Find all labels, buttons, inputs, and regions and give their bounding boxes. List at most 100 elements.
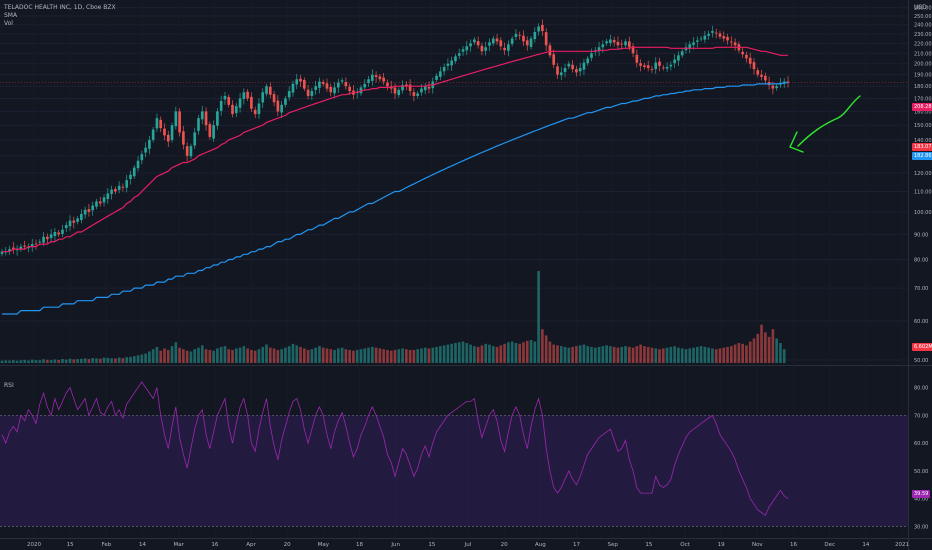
volume-bar [329,349,333,363]
candle-body [529,38,533,47]
volume-bar [30,359,34,363]
volume-bar [405,349,408,363]
price-tick-label: 90.00 [914,232,928,238]
candle-body [450,60,454,66]
volume-bar [321,347,325,363]
time-axis[interactable]: 2020 15 Feb 14 Mar 16 Apr 20 May 18 Jun 15 Jul 20 Aug 1… [27,542,909,548]
volume-bar [556,345,559,363]
candle-body [57,232,61,235]
volume-bar [27,360,30,363]
volume-bar [159,350,163,363]
candle-body [310,91,314,96]
volume-bar [450,343,454,363]
time-tick-label: 16 [790,542,797,548]
volume-bar [76,359,79,363]
volume-bar [408,349,412,363]
volume-bar [559,346,563,363]
price-tick-label: 200.00 [914,62,932,68]
volume-bar [189,351,193,363]
volume-bar [427,348,431,363]
volume-bar [34,360,38,363]
price-tick-label: 240.00 [914,23,932,29]
candle-body [514,33,518,37]
candle-body [510,38,514,44]
time-tick-label: 2020 [27,542,41,548]
volume-bar [726,346,729,363]
candle-body [325,83,329,89]
volume-bar [699,346,703,363]
candle-body [46,236,49,240]
volume-bar [57,359,61,363]
volume-bar [42,359,45,363]
candle-body [711,31,714,33]
candle-body [393,87,397,94]
volume-bar [344,349,348,363]
volume-bar [170,346,174,363]
candle-body [200,111,204,120]
volume-bar [227,349,231,363]
candle-body [552,54,556,65]
candle-body [677,55,680,61]
candle-body [155,118,159,129]
price-tick-label: 180.00 [914,84,932,90]
price-axis[interactable]: 260.00 250.00 240.00 230.00 220.00 210.00 200.… [914,6,932,531]
candle-body [268,86,272,95]
candle-body [465,46,469,51]
candle-body [336,82,340,88]
price-tick-label: 100.00 [914,210,932,216]
candle-body [469,43,472,47]
candle-body [234,106,238,114]
candle-body [106,193,110,200]
vol-indicator-label[interactable]: Vol [4,20,13,27]
volume-bar [771,329,775,363]
candle-body [238,98,242,108]
volume-bar [336,348,340,363]
volume-bar [250,349,253,363]
rsi-indicator-label[interactable]: RSI [4,382,14,389]
candle-body [193,132,197,146]
candle-body [665,66,669,69]
volume-bar [185,350,189,363]
candle-body [548,45,552,56]
volume-bar [593,347,597,363]
symbol-title[interactable]: TELADOC HEALTH INC, 1D, Cboe BZX [4,4,116,11]
volume-bar [204,349,208,363]
candle-body [616,41,620,46]
candle-body [544,32,548,46]
candle-body [163,128,166,136]
volume-bar [333,349,336,363]
candle-body [416,93,419,96]
volume-bar [182,349,185,363]
volume-bar [688,348,692,363]
candle-body [129,174,132,180]
volume-bar [510,341,514,363]
candle-body [559,72,563,76]
volume-bar [465,343,469,363]
candle-body [771,85,775,89]
arrow-shaft [797,95,861,147]
volume-bar [650,347,654,363]
green-arrow-annotation [789,95,861,153]
volume-bar [200,345,204,363]
candle-body [752,62,756,70]
candle-body [722,36,726,39]
candle-body [673,59,676,64]
candle-body [420,88,423,93]
candle-body [19,246,23,250]
volume-bar [680,348,684,363]
volume-bar [529,340,533,363]
price-tick-label: 170.00 [914,96,932,102]
volume-bar [692,347,695,363]
time-tick-label: 19 [718,542,725,548]
volume-bar [359,349,363,363]
volume-bar [106,357,110,363]
volume-bar [620,346,624,363]
volume-bar [367,347,370,363]
volume-bar [764,332,767,363]
volume-bar [83,358,87,363]
candle-body [42,236,45,243]
volume-bar [38,360,42,363]
sma-indicator-label[interactable]: SMA [4,12,18,19]
volume-bar [658,349,661,363]
